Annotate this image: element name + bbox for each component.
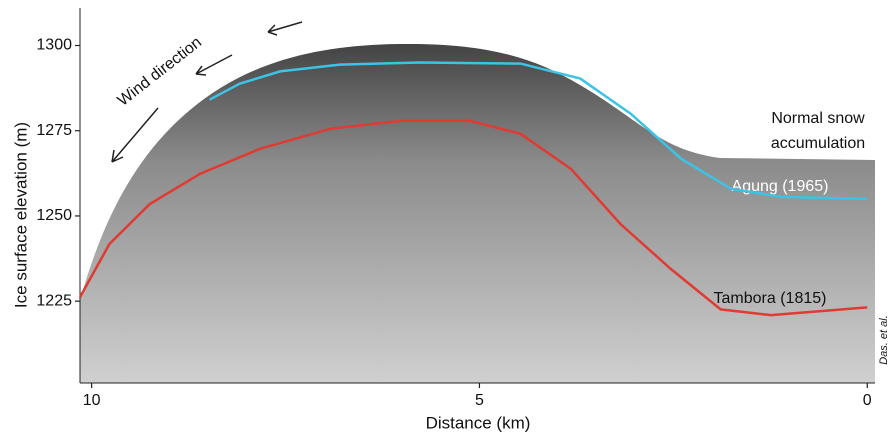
series-line — [208, 61, 868, 201]
series-label: Agung (1965) — [732, 178, 829, 195]
credit: Das. et al. — [878, 315, 890, 365]
series-label: Tambora (1815) — [714, 290, 827, 307]
annotation: accumulation — [771, 135, 865, 152]
y-tick-label: 1225 — [36, 292, 72, 309]
x-tick-label: 5 — [475, 392, 484, 409]
y-tick-label: 1250 — [36, 207, 72, 224]
annotation: Wind direction — [115, 34, 205, 110]
y-tick-label: 1275 — [36, 122, 72, 139]
y-tick-label: 1300 — [36, 37, 72, 54]
annotation: Normal snow — [771, 110, 865, 127]
x-axis-label: Distance (km) — [426, 413, 531, 432]
y-axis-label: Ice surface elevation (m) — [11, 122, 30, 308]
x-tick-label: 0 — [863, 392, 872, 409]
series-line — [78, 119, 868, 317]
x-tick-label: 10 — [83, 392, 101, 409]
wind-arrows — [111, 21, 303, 163]
radar-image — [80, 43, 875, 383]
